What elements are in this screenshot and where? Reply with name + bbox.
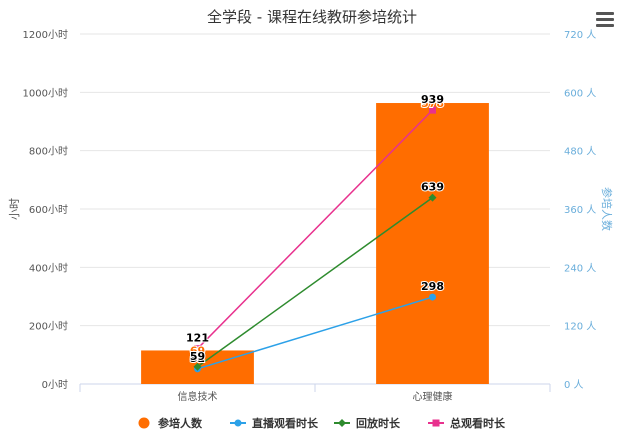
y-axis-left-title: 小时 <box>8 198 21 220</box>
bar-data-label: 69 <box>190 344 205 357</box>
series-line <box>197 197 433 368</box>
y-left-tick-label: 400小时 <box>29 262 68 274</box>
series-point <box>429 106 436 114</box>
series-point <box>193 362 202 371</box>
legend-item[interactable]: 总观看时长 <box>428 416 506 430</box>
series-point <box>429 293 436 301</box>
series-line <box>197 296 433 370</box>
line-data-label: 121 <box>186 332 209 345</box>
data-labels: 69 578 52 298 59 639 121 939 <box>185 92 445 366</box>
chart-title: 全学段 - 课程在线教研参培统计 <box>207 8 417 26</box>
menu-line <box>596 24 614 27</box>
y-axis-right-title: 参培人数 <box>600 187 614 231</box>
y-left-tick-label: 800小时 <box>29 146 68 158</box>
grid <box>80 33 550 385</box>
y-left-tick-label: 0小时 <box>42 379 68 391</box>
y-left-tick-label: 600小时 <box>29 204 68 216</box>
y-right-tick-label: 120 人 <box>564 321 596 333</box>
legend-label: 总观看时长 <box>450 416 506 430</box>
line-data-label: 298 <box>421 280 444 293</box>
line-data-label: 52 <box>190 352 205 365</box>
line-data-label: 939 <box>421 93 444 106</box>
legend-item[interactable]: 回放时长 <box>334 416 401 430</box>
y-right-tick-label: 720 人 <box>564 29 596 41</box>
bars <box>141 103 489 385</box>
legend-label: 回放时长 <box>356 416 401 430</box>
y-left-tick-label: 1200小时 <box>23 29 68 41</box>
y-right-tick-label: 480 人 <box>564 146 596 158</box>
x-tick-label: 心理健康 <box>413 390 453 403</box>
menu-icon[interactable] <box>596 12 614 28</box>
line-data-label: 639 <box>421 181 444 194</box>
legend-symbol <box>338 419 346 427</box>
legend: 参培人数 直播观看时长 回放时长 总观看时长 <box>138 416 506 430</box>
y-right-tick-label: 600 人 <box>564 87 596 99</box>
menu-line <box>596 12 614 15</box>
y-left-tick-label: 1000小时 <box>23 87 68 99</box>
legend-symbol <box>234 419 242 427</box>
y-right-tick-label: 360 人 <box>564 204 596 216</box>
x-tick-label: 信息技术 <box>178 390 218 403</box>
bar-data-label: 578 <box>421 97 444 110</box>
series-point <box>194 345 201 353</box>
lines <box>193 106 437 373</box>
legend-item[interactable]: 直播观看时长 <box>230 416 319 430</box>
axes: 0小时 0 人 200小时 120 人 400小时 240 人 600小时 360 人 800小… <box>23 29 597 403</box>
legend-label: 参培人数 <box>158 416 203 430</box>
y-right-tick-label: 240 人 <box>564 262 596 274</box>
menu-line <box>596 18 614 21</box>
legend-symbol <box>138 417 150 429</box>
bar <box>376 103 489 385</box>
series-point <box>428 193 437 202</box>
legend-symbol <box>432 419 440 427</box>
legend-item[interactable]: 参培人数 <box>138 416 203 430</box>
series-line <box>196 109 434 350</box>
y-left-tick-label: 200小时 <box>29 321 68 333</box>
line-data-label: 59 <box>190 350 205 363</box>
legend-label: 直播观看时长 <box>252 416 319 430</box>
y-right-tick-label: 0 人 <box>564 379 584 391</box>
